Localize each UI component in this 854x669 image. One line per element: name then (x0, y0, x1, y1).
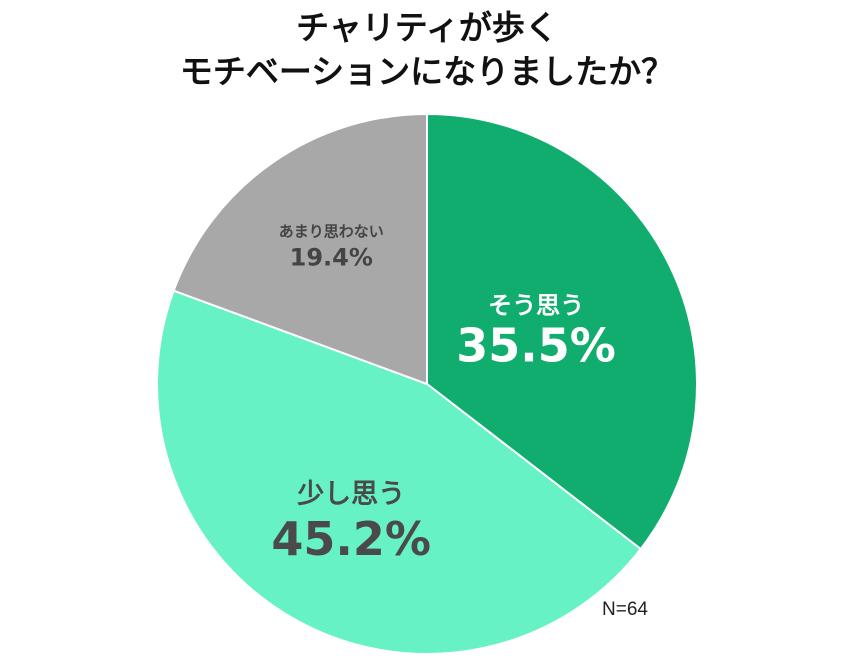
slice-value-sukoshi-omou: 45.2% (271, 512, 431, 566)
sample-size-label: N=64 (602, 599, 648, 620)
slice-label-amari-omowanai: あまり思わない (279, 223, 384, 241)
chart-title: チャリティが歩く モチベーションになりましたか？ (0, 6, 854, 94)
pie-slice-amari-omowanai (172, 112, 428, 386)
slice-value-amari-omowanai: 19.4% (290, 244, 373, 272)
slice-value-sou-omou: 35.5% (456, 319, 616, 373)
slice-label-sou-omou: そう思う (488, 292, 584, 320)
chart-title-line-2: モチベーションになりましたか？ (179, 52, 675, 91)
slice-label-sukoshi-omou: 少し思う (297, 479, 405, 510)
chart-title-line-1: チャリティが歩く (296, 8, 558, 47)
pie-slice-sou-omou (426, 112, 699, 551)
pie-slice-sukoshi-omou (156, 289, 643, 655)
